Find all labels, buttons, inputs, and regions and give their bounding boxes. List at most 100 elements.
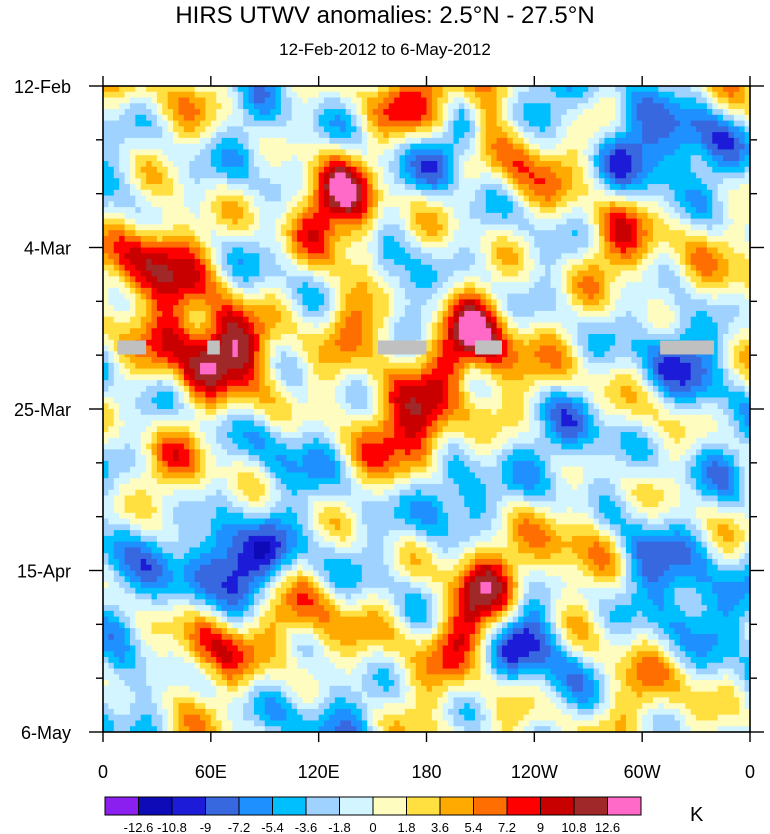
heat-cell (302, 149, 309, 156)
heat-cell (329, 230, 336, 237)
heat-cell (523, 201, 530, 208)
heat-cell (286, 207, 293, 214)
heat-cell (539, 109, 546, 116)
heat-cell (674, 132, 681, 139)
heat-cell (701, 137, 708, 145)
heat-cell (394, 86, 401, 93)
heat-cell (625, 218, 632, 226)
heat-cell (604, 114, 611, 122)
heat-cell (728, 287, 735, 295)
heat-cell (259, 218, 266, 226)
heat-cell (679, 235, 686, 243)
heat-cell (259, 103, 266, 110)
heat-cell (475, 259, 482, 266)
heat-cell (593, 224, 600, 231)
heat-cell (539, 103, 546, 110)
heat-cell (464, 299, 471, 306)
heat-cell (615, 212, 622, 220)
heat-cell (237, 293, 244, 301)
heat-cell (356, 241, 363, 249)
heat-cell (237, 172, 244, 179)
heat-cell (545, 241, 552, 249)
heat-cell (194, 230, 201, 237)
heat-cell (442, 235, 449, 243)
heat-cell (717, 287, 724, 295)
heat-cell (647, 270, 654, 277)
heat-cell (464, 172, 471, 179)
heat-cell (663, 132, 670, 139)
heat-cell (539, 316, 546, 324)
heat-cell (539, 91, 546, 99)
heat-cell (243, 276, 250, 283)
heat-cell (124, 230, 131, 237)
heat-cell (448, 132, 455, 139)
heat-cell (324, 293, 331, 301)
heat-cell (156, 230, 163, 237)
heat-cell (442, 247, 449, 254)
heat-cell (410, 120, 417, 127)
heat-cell (512, 189, 519, 197)
heat-cell (663, 224, 670, 231)
heat-cell (248, 316, 255, 324)
heat-cell (480, 184, 487, 191)
heat-cell (334, 86, 341, 93)
heat-cell (733, 97, 740, 104)
heat-cell (512, 207, 519, 214)
heat-cell (501, 137, 508, 145)
heat-cell (609, 293, 616, 301)
heat-cell (480, 218, 487, 226)
heat-cell (383, 137, 390, 145)
heat-cell (264, 91, 271, 99)
heat-cell (151, 276, 158, 283)
heat-cell (636, 143, 643, 151)
heat-cell (442, 149, 449, 156)
heat-cell (453, 195, 460, 202)
heat-cell (642, 189, 649, 197)
heat-cell (324, 235, 331, 243)
heat-cell (652, 172, 659, 179)
heat-cell (156, 241, 163, 249)
heat-cell (394, 241, 401, 249)
heat-cell (669, 310, 676, 318)
heat-cell (404, 316, 411, 324)
heat-cell (701, 207, 708, 214)
heat-cell (280, 316, 287, 324)
heat-cell (383, 305, 390, 312)
heat-cell (367, 155, 374, 162)
heat-cell (183, 114, 190, 122)
heat-cell (383, 149, 390, 156)
heat-cell (453, 109, 460, 116)
heat-cell (297, 293, 304, 301)
heat-cell (674, 293, 681, 301)
heat-cell (421, 86, 428, 93)
heat-cell (620, 178, 627, 185)
heat-cell (345, 259, 352, 266)
heat-cell (550, 126, 557, 133)
heat-cell (663, 149, 670, 156)
heat-cell (151, 293, 158, 301)
heat-cell (475, 212, 482, 220)
heat-cell (361, 114, 368, 122)
heat-cell (744, 155, 750, 162)
heat-cell (663, 189, 670, 197)
heat-cell (528, 241, 535, 249)
heat-cell (227, 316, 233, 324)
heat-cell (507, 264, 514, 272)
heat-cell (485, 103, 492, 110)
heat-cell (550, 195, 557, 202)
heat-cell (227, 189, 233, 197)
heat-cell (291, 114, 298, 122)
heat-cell (523, 310, 530, 318)
heat-cell (173, 224, 180, 231)
heat-cell (679, 259, 686, 266)
heat-cell (237, 264, 244, 272)
heat-cell (372, 143, 379, 151)
heat-cell (156, 178, 163, 185)
heat-cell (383, 224, 390, 231)
heat-cell (437, 218, 444, 226)
heat-cell (189, 299, 196, 306)
heat-cell (183, 316, 190, 324)
heat-cell (620, 132, 627, 139)
heat-cell (275, 235, 282, 243)
heat-cell (437, 166, 444, 174)
